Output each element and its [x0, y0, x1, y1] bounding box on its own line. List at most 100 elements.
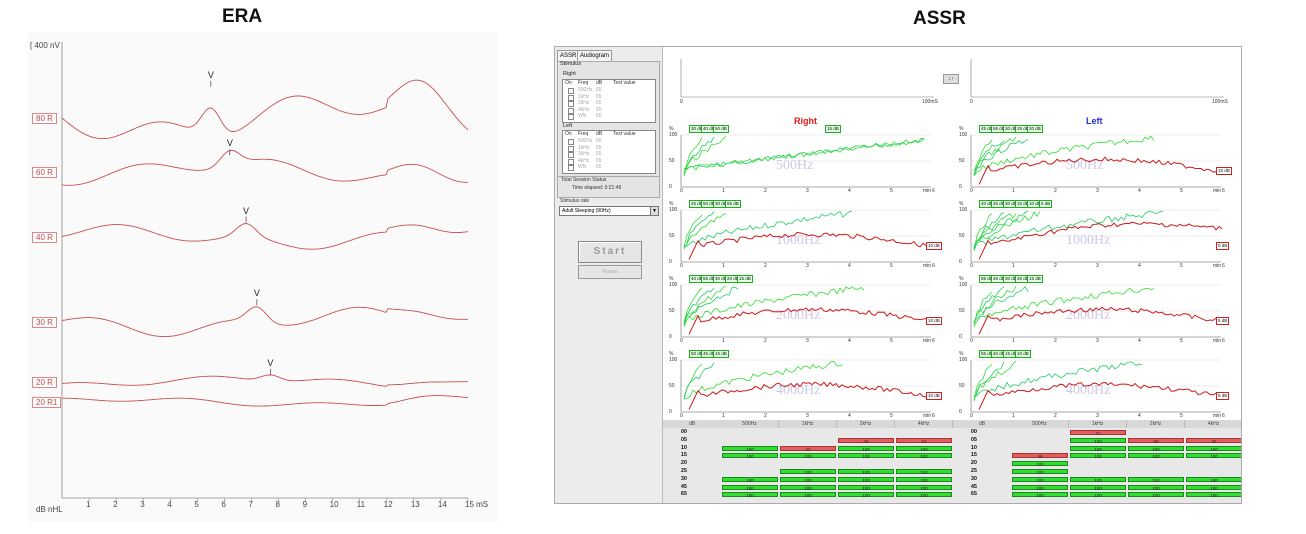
- grid-result-cell[interactable]: 100: [1012, 461, 1068, 467]
- y-tick-label: 0: [669, 334, 672, 340]
- grid-result-cell[interactable]: 100: [896, 476, 952, 483]
- x-tick-label: 0: [680, 413, 683, 419]
- freq-checkbox[interactable]: [568, 88, 574, 94]
- stimulus-group: Stimulus Right On Freq dB Test value 500Hz 65…: [557, 61, 660, 185]
- x-tick-label: 4: [1138, 263, 1141, 269]
- grid-result-cell[interactable]: 100: [722, 453, 778, 459]
- x-tick-label: 5: [890, 413, 893, 419]
- grid-result-cell[interactable]: 100: [1070, 476, 1126, 483]
- x-tick-label: 4: [848, 188, 851, 194]
- arrows-icon[interactable]: ↓↑: [943, 74, 959, 84]
- grid-result-cell[interactable]: 100: [1012, 492, 1068, 498]
- stimulus-group-title: Stimulus: [560, 61, 582, 67]
- grid-result-cell[interactable]: 100: [722, 445, 778, 452]
- grid-db-level: 30: [680, 475, 687, 482]
- freq-db: 65: [596, 100, 602, 106]
- grid-result-cell[interactable]: 100: [1186, 484, 1241, 491]
- freq-checkbox[interactable]: [568, 145, 574, 152]
- x-unit-label: min: [923, 338, 932, 344]
- grid-result-cell[interactable]: 100: [722, 492, 778, 498]
- era-row-label: 20 R1: [32, 397, 62, 408]
- chevron-down-icon[interactable]: ▼: [650, 207, 658, 215]
- grid-result-cell[interactable]: 56: [1128, 437, 1184, 444]
- grid-result-cell[interactable]: 71: [1070, 430, 1126, 436]
- grid-result-cell[interactable]: 100: [1070, 437, 1126, 444]
- grid-result-cell[interactable]: 100: [1070, 492, 1126, 498]
- x-tick-label: 2: [764, 338, 767, 344]
- grid-db-level: 15: [680, 452, 687, 459]
- grid-result-cell[interactable]: 23: [896, 437, 952, 444]
- y-tick-label: 50: [669, 233, 675, 239]
- grid-result-cell[interactable]: 100: [838, 469, 894, 475]
- start-button[interactable]: Start: [578, 241, 642, 263]
- grid-result-cell[interactable]: 100: [896, 492, 952, 498]
- y-tick-label: 0: [669, 409, 672, 415]
- grid-result-cell[interactable]: 100: [780, 492, 836, 498]
- grid-result-cell[interactable]: 100: [1070, 453, 1126, 459]
- end-db-tag: 0 dB: [1216, 242, 1230, 250]
- grid-result-cell[interactable]: 100: [1128, 453, 1184, 459]
- freq-checkbox[interactable]: [568, 101, 574, 107]
- grid-result-cell[interactable]: 100: [838, 445, 894, 452]
- grid-result-cell[interactable]: 100: [1186, 453, 1241, 459]
- grid-result-cell[interactable]: 100: [838, 453, 894, 459]
- grid-column-header: 1kHz: [1069, 420, 1127, 428]
- grid-result-cell[interactable]: 100: [1128, 492, 1184, 498]
- freq-checkbox[interactable]: [568, 158, 574, 165]
- grid-result-cell[interactable]: 44: [838, 437, 894, 444]
- grid-result-cell[interactable]: 100: [896, 469, 952, 475]
- freq-checkbox[interactable]: [568, 107, 574, 114]
- grid-result-cell[interactable]: 100: [1128, 484, 1184, 491]
- grid-result-cell[interactable]: 100: [1186, 445, 1241, 452]
- freq-label: WN: [578, 113, 587, 119]
- grid-column-header: 2kHz: [837, 420, 895, 428]
- freq-checkbox[interactable]: [568, 114, 574, 120]
- table-col-header: dB: [596, 131, 603, 137]
- db-tag: 15 dB: [825, 125, 841, 133]
- freq-checkbox[interactable]: [568, 165, 574, 171]
- frequency-watermark: 4000Hz: [776, 383, 820, 398]
- grid-result-cell[interactable]: 100: [1070, 484, 1126, 491]
- grid-result-cell[interactable]: 100: [1128, 476, 1184, 483]
- grid-result-cell[interactable]: 43: [780, 445, 836, 452]
- grid-result-cell[interactable]: 100: [780, 484, 836, 491]
- stimulus-rate-select[interactable]: Adult Sleeping (90Hz) ▼: [559, 206, 659, 216]
- freq-db: 65: [596, 151, 602, 157]
- grid-result-cell[interactable]: 100: [780, 476, 836, 483]
- green-response-trace: [683, 286, 865, 328]
- grid-result-cell[interactable]: 100: [838, 476, 894, 483]
- grid-result-cell[interactable]: 100: [1012, 476, 1068, 483]
- x-tick-label: 1: [1012, 338, 1015, 344]
- pause-button[interactable]: Pause: [578, 265, 642, 279]
- grid-result-cell[interactable]: 100: [1070, 445, 1126, 452]
- grid-result-cell[interactable]: 100: [896, 445, 952, 452]
- freq-label: 500Hz: [578, 87, 593, 93]
- grid-result-cell[interactable]: 100: [1128, 445, 1184, 452]
- era-row-label: 30 R: [32, 317, 57, 328]
- y-tick-label: 100: [959, 207, 968, 213]
- tab-audiogram[interactable]: Audiogram: [577, 50, 613, 61]
- grid-column-header: 4kHz: [895, 420, 953, 428]
- grid-result-cell[interactable]: 100: [896, 484, 952, 491]
- grid-column-header: 1kHz: [779, 420, 837, 428]
- grid-result-cell[interactable]: 100: [896, 453, 952, 459]
- grid-result-cell[interactable]: 100: [1012, 469, 1068, 475]
- freq-checkbox[interactable]: [568, 94, 574, 101]
- grid-result-cell[interactable]: 100: [1186, 492, 1241, 498]
- grid-result-cell[interactable]: 100: [780, 469, 836, 475]
- grid-result-cell[interactable]: 100: [722, 476, 778, 483]
- tab-assr[interactable]: ASSR: [557, 50, 580, 61]
- grid-result-cell[interactable]: 100: [1012, 484, 1068, 491]
- freq-checkbox[interactable]: [568, 152, 574, 158]
- grid-result-cell[interactable]: 32: [1186, 437, 1241, 444]
- freq-checkbox[interactable]: [568, 139, 574, 145]
- green-response-trace: [973, 361, 1143, 398]
- grid-result-cell[interactable]: 100: [780, 453, 836, 459]
- grid-result-cell[interactable]: 100: [838, 484, 894, 491]
- table-col-header: Test value: [613, 131, 636, 137]
- grid-result-cell[interactable]: 46: [1012, 453, 1068, 459]
- grid-result-cell[interactable]: 100: [1186, 476, 1241, 483]
- grid-result-cell[interactable]: 100: [838, 492, 894, 498]
- grid-result-cell[interactable]: 100: [722, 484, 778, 491]
- era-waveform: [62, 395, 469, 407]
